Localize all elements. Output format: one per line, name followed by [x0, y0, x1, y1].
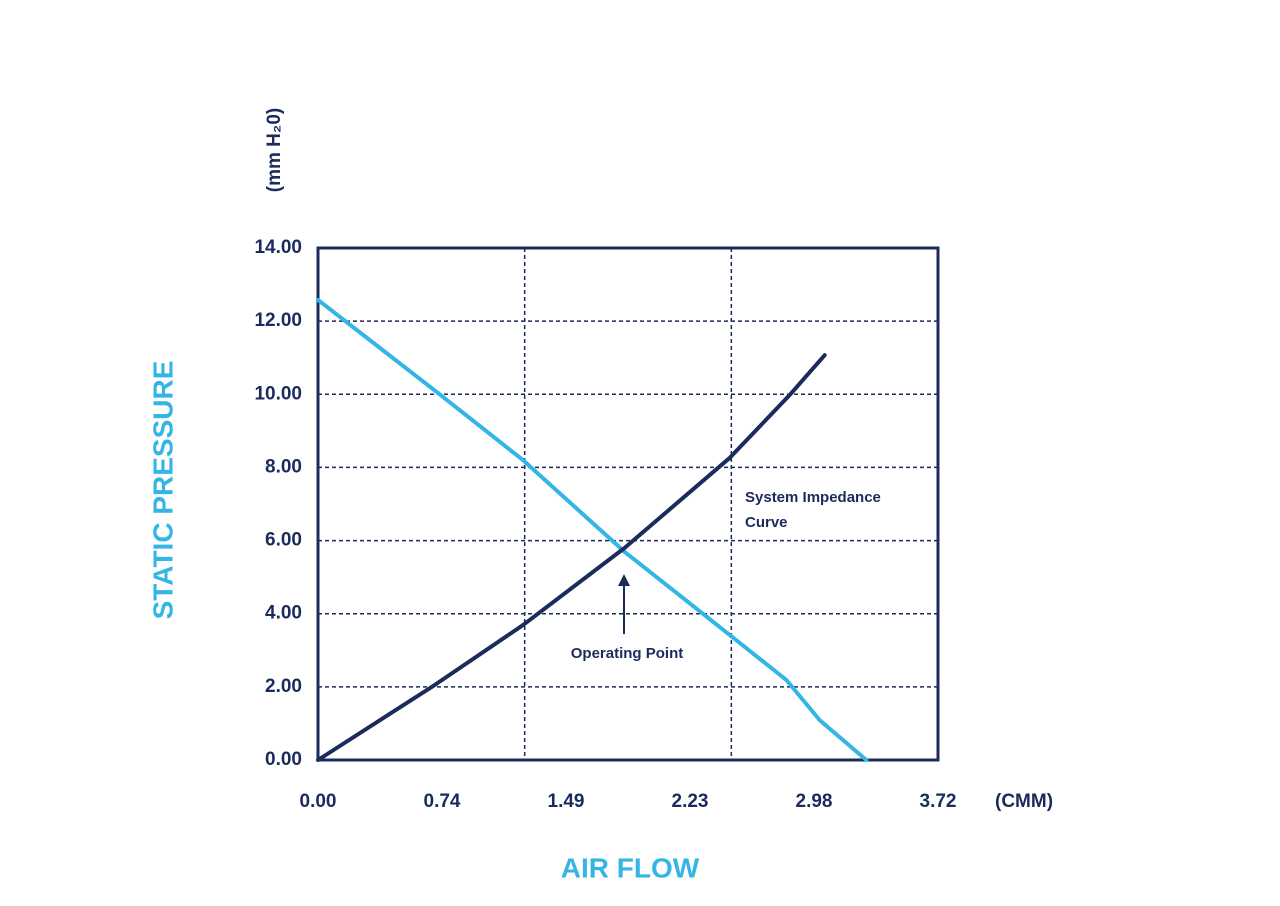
- plot-frame: [316, 246, 940, 762]
- y-axis-unit: (mm H₂0): [264, 108, 285, 192]
- y-tick-label: 0.00: [265, 749, 302, 770]
- x-tick-label: 1.49: [548, 791, 585, 812]
- y-tick-label: 4.00: [265, 603, 302, 624]
- x-tick-label: 3.72: [920, 791, 957, 812]
- y-tick-label: 2.00: [265, 676, 302, 697]
- annotation: Curve: [745, 514, 788, 531]
- x-tick-label: 2.98: [796, 791, 833, 812]
- x-tick-label: 2.23: [672, 791, 709, 812]
- series-line: [316, 353, 827, 762]
- x-axis-unit: (CMM): [995, 791, 1053, 812]
- x-tick-label: 0.00: [300, 791, 337, 812]
- annotation: System Impedance: [745, 489, 881, 506]
- y-tick-label: 14.00: [254, 237, 302, 258]
- x-tick-label: 0.74: [424, 791, 461, 812]
- annotation: Operating Point: [571, 645, 684, 662]
- y-axis-title: STATIC PRESSURE: [147, 361, 178, 620]
- y-tick-label: 10.00: [254, 383, 302, 404]
- x-axis-title: AIR FLOW: [561, 852, 700, 883]
- y-tick-label: 8.00: [265, 456, 302, 477]
- series-line: [316, 297, 869, 762]
- y-tick-label: 12.00: [254, 310, 302, 331]
- y-tick-label: 6.00: [265, 530, 302, 551]
- annotation-arrowhead: [618, 574, 630, 586]
